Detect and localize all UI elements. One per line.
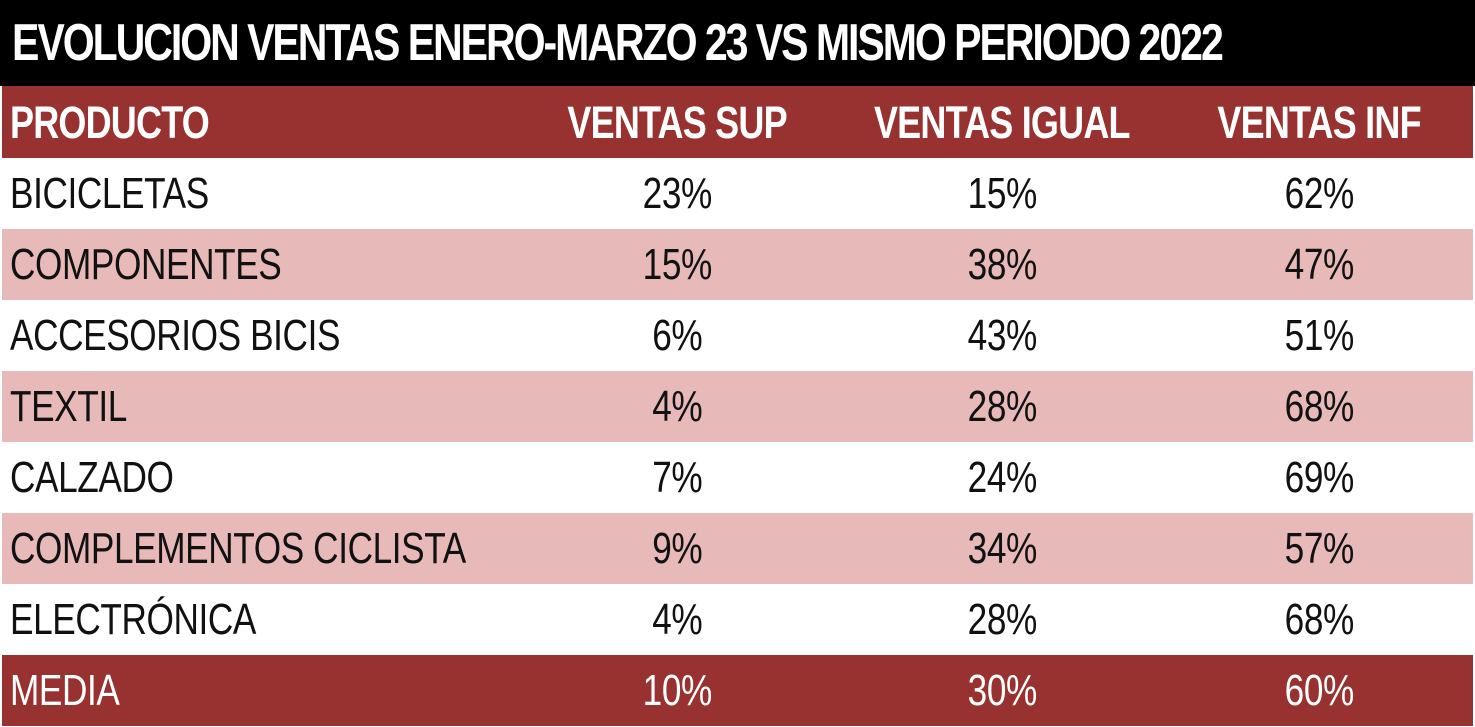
cell-ventas-sup: 9% — [537, 513, 817, 584]
cell-ventas-igual: 28% — [862, 371, 1142, 442]
table-row: ELECTRÓNICA 4% 28% 68% — [2, 584, 1473, 655]
cell-ventas-inf: 68% — [1179, 371, 1459, 442]
cell-producto: TEXTIL — [10, 371, 570, 442]
total-ventas-igual-text: 30% — [967, 665, 1037, 715]
header-row: PRODUCTO VENTAS SUP VENTAS IGUAL VENTAS … — [2, 86, 1473, 158]
total-ventas-igual: 30% — [862, 655, 1142, 726]
cell-producto-text: ELECTRÓNICA — [10, 594, 256, 644]
table-row: BICICLETAS 23% 15% 62% — [2, 158, 1473, 229]
cell-ventas-inf: 62% — [1179, 158, 1459, 229]
total-ventas-sup-text: 10% — [642, 665, 712, 715]
cell-ventas-inf-text: 68% — [1284, 594, 1354, 644]
cell-ventas-igual-text: 34% — [967, 523, 1037, 573]
total-producto-text: MEDIA — [10, 665, 120, 715]
header-ventas-sup: VENTAS SUP — [537, 86, 817, 158]
cell-ventas-inf: 68% — [1179, 584, 1459, 655]
total-ventas-sup: 10% — [537, 655, 817, 726]
cell-ventas-sup-text: 4% — [651, 381, 703, 431]
cell-ventas-igual-text: 24% — [967, 452, 1037, 502]
header-ventas-igual-label: VENTAS IGUAL — [874, 96, 1131, 148]
header-ventas-inf-label: VENTAS INF — [1217, 96, 1421, 148]
cell-ventas-igual: 15% — [862, 158, 1142, 229]
cell-ventas-sup: 4% — [537, 371, 817, 442]
cell-ventas-igual-text: 43% — [967, 310, 1037, 360]
cell-ventas-igual-text: 38% — [967, 239, 1037, 289]
cell-ventas-sup: 15% — [537, 229, 817, 300]
cell-ventas-igual: 43% — [862, 300, 1142, 371]
cell-producto-text: CALZADO — [10, 452, 174, 502]
cell-ventas-inf-text: 51% — [1284, 310, 1354, 360]
sales-table: PRODUCTO VENTAS SUP VENTAS IGUAL VENTAS … — [2, 86, 1473, 726]
cell-ventas-inf-text: 69% — [1284, 452, 1354, 502]
table-row: COMPONENTES 15% 38% 47% — [2, 229, 1473, 300]
cell-ventas-igual-text: 15% — [967, 168, 1037, 218]
cell-ventas-igual: 38% — [862, 229, 1142, 300]
cell-ventas-igual: 28% — [862, 584, 1142, 655]
header-ventas-igual: VENTAS IGUAL — [862, 86, 1142, 158]
table-title: EVOLUCION VENTAS ENERO-MARZO 23 VS MISMO… — [12, 14, 1224, 72]
cell-ventas-inf-text: 47% — [1284, 239, 1354, 289]
total-producto: MEDIA — [10, 655, 570, 726]
cell-ventas-inf: 47% — [1179, 229, 1459, 300]
cell-producto: COMPONENTES — [10, 229, 570, 300]
cell-producto-text: TEXTIL — [10, 381, 127, 431]
cell-ventas-inf: 57% — [1179, 513, 1459, 584]
cell-ventas-sup-text: 4% — [651, 594, 703, 644]
cell-ventas-igual: 24% — [862, 442, 1142, 513]
cell-producto: CALZADO — [10, 442, 570, 513]
cell-ventas-sup-text: 7% — [651, 452, 703, 502]
cell-ventas-inf-text: 68% — [1284, 381, 1354, 431]
cell-producto-text: COMPLEMENTOS CICLISTA — [10, 523, 466, 573]
cell-ventas-sup: 7% — [537, 442, 817, 513]
table-row: TEXTIL 4% 28% 68% — [2, 371, 1473, 442]
cell-producto: BICICLETAS — [10, 158, 570, 229]
header-producto: PRODUCTO — [10, 86, 570, 158]
cell-producto: ACCESORIOS BICIS — [10, 300, 570, 371]
cell-ventas-inf: 69% — [1179, 442, 1459, 513]
cell-producto-text: COMPONENTES — [10, 239, 282, 289]
title-bar: EVOLUCION VENTAS ENERO-MARZO 23 VS MISMO… — [0, 0, 1475, 86]
cell-ventas-sup-text: 15% — [642, 239, 712, 289]
header-ventas-sup-label: VENTAS SUP — [567, 96, 787, 148]
cell-ventas-sup-text: 6% — [651, 310, 703, 360]
cell-ventas-inf: 51% — [1179, 300, 1459, 371]
cell-producto-text: ACCESORIOS BICIS — [10, 310, 341, 360]
cell-ventas-sup-text: 23% — [642, 168, 712, 218]
cell-ventas-igual-text: 28% — [967, 381, 1037, 431]
cell-ventas-sup: 23% — [537, 158, 817, 229]
total-row: MEDIA 10% 30% 60% — [2, 655, 1473, 726]
cell-ventas-igual-text: 28% — [967, 594, 1037, 644]
cell-producto-text: BICICLETAS — [10, 168, 209, 218]
cell-ventas-igual: 34% — [862, 513, 1142, 584]
cell-producto: COMPLEMENTOS CICLISTA — [10, 513, 570, 584]
cell-ventas-sup: 4% — [537, 584, 817, 655]
table-row: CALZADO 7% 24% 69% — [2, 442, 1473, 513]
header-ventas-inf: VENTAS INF — [1179, 86, 1459, 158]
cell-ventas-sup-text: 9% — [651, 523, 703, 573]
cell-ventas-sup: 6% — [537, 300, 817, 371]
table-row: COMPLEMENTOS CICLISTA 9% 34% 57% — [2, 513, 1473, 584]
cell-ventas-inf-text: 62% — [1284, 168, 1354, 218]
cell-producto: ELECTRÓNICA — [10, 584, 570, 655]
header-producto-label: PRODUCTO — [10, 96, 210, 148]
total-ventas-inf: 60% — [1179, 655, 1459, 726]
table-row: ACCESORIOS BICIS 6% 43% 51% — [2, 300, 1473, 371]
total-ventas-inf-text: 60% — [1284, 665, 1354, 715]
cell-ventas-inf-text: 57% — [1284, 523, 1354, 573]
